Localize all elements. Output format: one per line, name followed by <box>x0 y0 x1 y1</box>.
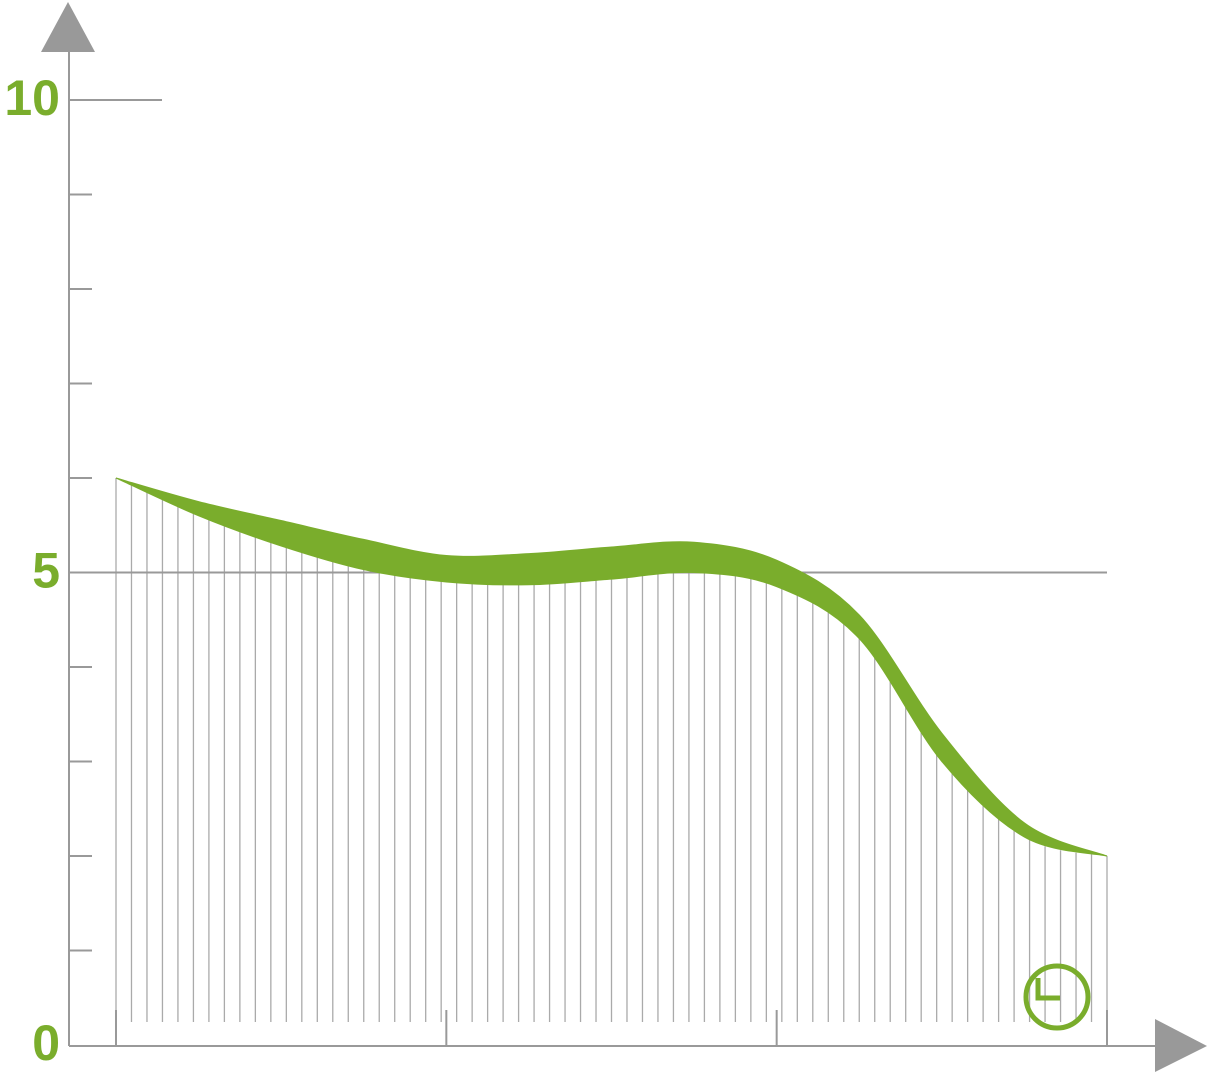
y-tick-label: 10 <box>4 70 60 126</box>
upper-edge <box>115 477 1108 857</box>
lower-edge <box>115 477 1108 857</box>
y-tick-label: 5 <box>32 543 60 599</box>
clock-hands <box>1035 978 1060 1001</box>
hatching <box>115 478 1108 1022</box>
clock-face <box>1023 963 1091 1031</box>
y-axis-arrow <box>41 2 95 52</box>
y-tick-label: 0 <box>32 1015 60 1071</box>
band-area <box>116 478 1107 856</box>
x-axis-arrow <box>1155 1019 1207 1072</box>
clock-icon <box>1023 963 1091 1031</box>
